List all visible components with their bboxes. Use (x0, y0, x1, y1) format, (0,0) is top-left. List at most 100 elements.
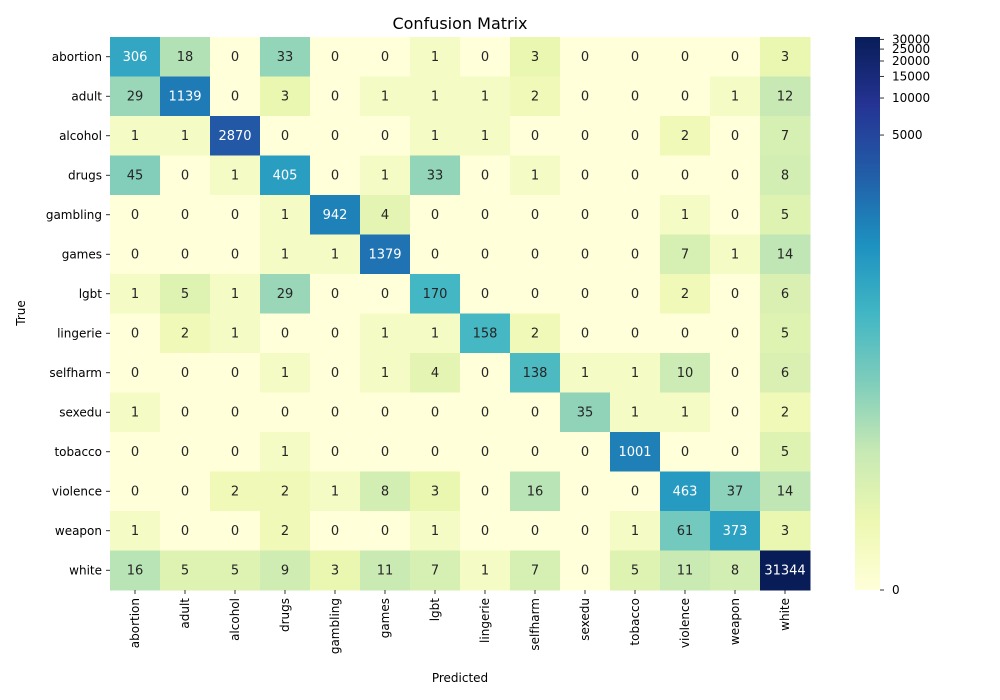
cell-value-label: 3 (431, 484, 439, 499)
cell-value-label: 158 (473, 326, 498, 341)
cell-value-label: 1 (131, 524, 139, 539)
cell-value-label: 138 (523, 366, 548, 381)
cell-value-label: 1 (431, 50, 439, 65)
cell-value-label: 0 (331, 405, 339, 420)
colorbar-tick-label: 15000 (892, 69, 930, 83)
cell-value-label: 8 (381, 484, 389, 499)
cell-value-label: 170 (423, 287, 448, 302)
colorbar-tick-label: 0 (892, 583, 900, 597)
cell-value-label: 2 (681, 287, 689, 302)
cell-value-label: 4 (381, 208, 389, 223)
cell-value-label: 0 (481, 208, 489, 223)
cell-value-label: 0 (231, 247, 239, 262)
cell-value-label: 1 (631, 524, 639, 539)
cell-value-label: 1001 (618, 445, 651, 460)
cell-value-label: 1 (431, 89, 439, 104)
cell-value-label: 7 (431, 563, 439, 578)
cell-value-label: 2 (231, 484, 239, 499)
cell-value-label: 0 (731, 208, 739, 223)
cell-value-label: 0 (481, 484, 489, 499)
cell-value-label: 1 (381, 326, 389, 341)
cell-value-label: 1 (481, 563, 489, 578)
cell-value-label: 0 (331, 129, 339, 144)
cell-value-label: 0 (531, 208, 539, 223)
cell-value-label: 0 (731, 50, 739, 65)
cell-value-label: 0 (531, 524, 539, 539)
x-tick-label: sexedu (578, 598, 592, 641)
cell-value-label: 2 (531, 89, 539, 104)
cell-value-label: 2 (531, 326, 539, 341)
cell-value-label: 1 (731, 89, 739, 104)
cell-value-label: 2 (281, 484, 289, 499)
cell-value-label: 0 (581, 129, 589, 144)
x-tick-label: games (378, 598, 392, 638)
cell-value-label: 31344 (764, 563, 805, 578)
cell-value-label: 1379 (368, 247, 401, 262)
heatmap-cells: 306 18 0 33 0 0 1 0 3 0 0 0 0 329 1139 0 3 0 1 1 1 2 0 0 0 1 121 1 2… (110, 37, 811, 591)
cell-value-label: 0 (181, 366, 189, 381)
y-axis: abortionadultalcoholdrugsgamblinggameslg… (46, 50, 110, 578)
x-tick-label: tobacco (628, 598, 642, 646)
cell-value-label: 3 (781, 524, 789, 539)
cell-value-label: 1 (381, 366, 389, 381)
cell-value-label: 0 (431, 208, 439, 223)
cell-value-label: 33 (427, 168, 444, 183)
cell-value-label: 1 (431, 524, 439, 539)
cell-value-label: 0 (481, 366, 489, 381)
cell-value-label: 5 (231, 563, 239, 578)
cell-value-label: 8 (731, 563, 739, 578)
cell-value-label: 8 (781, 168, 789, 183)
cell-value-label: 0 (381, 129, 389, 144)
cell-value-label: 0 (381, 524, 389, 539)
x-tick-label: adult (178, 598, 192, 629)
cell-value-label: 0 (731, 287, 739, 302)
cell-value-label: 0 (631, 89, 639, 104)
cell-value-label: 0 (381, 405, 389, 420)
cell-value-label: 1 (131, 287, 139, 302)
x-tick-label: white (778, 598, 792, 631)
colorbar-tick-label: 30000 (892, 32, 930, 46)
cell-value-label: 0 (481, 50, 489, 65)
cell-value-label: 1 (231, 326, 239, 341)
cell-value-label: 0 (481, 247, 489, 262)
cell-value-label: 0 (631, 168, 639, 183)
x-tick-label: gambling (328, 598, 342, 654)
cell-value-label: 0 (631, 484, 639, 499)
cell-value-label: 4 (431, 366, 439, 381)
cell-value-label: 1 (531, 168, 539, 183)
cell-value-label: 35 (577, 405, 594, 420)
cell-value-label: 2870 (218, 129, 251, 144)
cell-value-label: 0 (331, 50, 339, 65)
cell-value-label: 0 (731, 326, 739, 341)
cell-value-label: 0 (381, 445, 389, 460)
cell-value-label: 2 (781, 405, 789, 420)
cell-value-label: 0 (131, 484, 139, 499)
y-tick-label: violence (52, 484, 102, 498)
cell-value-label: 12 (777, 89, 794, 104)
x-tick-label: violence (678, 598, 692, 648)
cell-value-label: 16 (527, 484, 544, 499)
x-axis: abortion adult alcohol drugs gambling games lg… (128, 590, 792, 654)
cell-value-label: 0 (331, 366, 339, 381)
cell-value-label: 18 (177, 50, 194, 65)
cell-value-label: 0 (581, 168, 589, 183)
cell-value-label: 14 (777, 247, 794, 262)
cell-value-label: 942 (323, 208, 348, 223)
cell-value-label: 7 (531, 563, 539, 578)
cell-value-label: 1 (731, 247, 739, 262)
cell-value-label: 1 (431, 326, 439, 341)
cell-value-label: 0 (281, 405, 289, 420)
cell-value-label: 1 (681, 208, 689, 223)
cell-value-label: 0 (131, 366, 139, 381)
cell-value-label: 37 (727, 484, 744, 499)
cell-value-label: 0 (581, 247, 589, 262)
cell-value-label: 0 (181, 168, 189, 183)
cell-value-label: 0 (731, 129, 739, 144)
cell-value-label: 0 (131, 247, 139, 262)
cell-value-label: 0 (481, 287, 489, 302)
cell-value-label: 0 (231, 524, 239, 539)
chart-title: Confusion Matrix (392, 14, 527, 33)
cell-value-label: 45 (127, 168, 144, 183)
cell-value-label: 0 (331, 326, 339, 341)
